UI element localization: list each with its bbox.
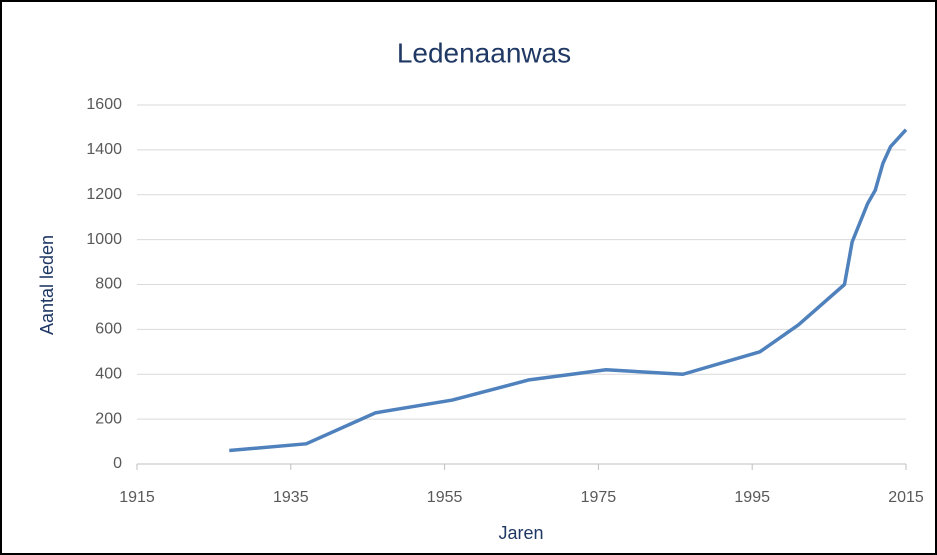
data-line [229, 128, 908, 453]
y-tick-label: 800 [95, 276, 122, 293]
y-tick-label: 400 [95, 365, 122, 382]
x-tick-label: 1935 [273, 489, 309, 506]
y-tick-label: 1400 [86, 141, 122, 158]
x-tick-label: 1915 [119, 489, 155, 506]
y-tick-label: 1600 [86, 96, 122, 113]
y-tick-label: 1000 [86, 231, 122, 248]
x-tick-label: 2015 [888, 489, 924, 506]
y-tick-label: 600 [95, 321, 122, 338]
x-tick-label: 1995 [734, 489, 770, 506]
x-tick-label: 1955 [427, 489, 463, 506]
chart-title: Ledenaanwas [397, 37, 571, 68]
y-tick-label: 1200 [86, 186, 122, 203]
y-tick-label: 0 [113, 455, 122, 472]
y-tick-label: 200 [95, 410, 122, 427]
y-axis-label: Aantal leden [37, 235, 57, 335]
x-tick-label: 1975 [581, 489, 617, 506]
x-axis-label: Jaren [498, 523, 543, 543]
